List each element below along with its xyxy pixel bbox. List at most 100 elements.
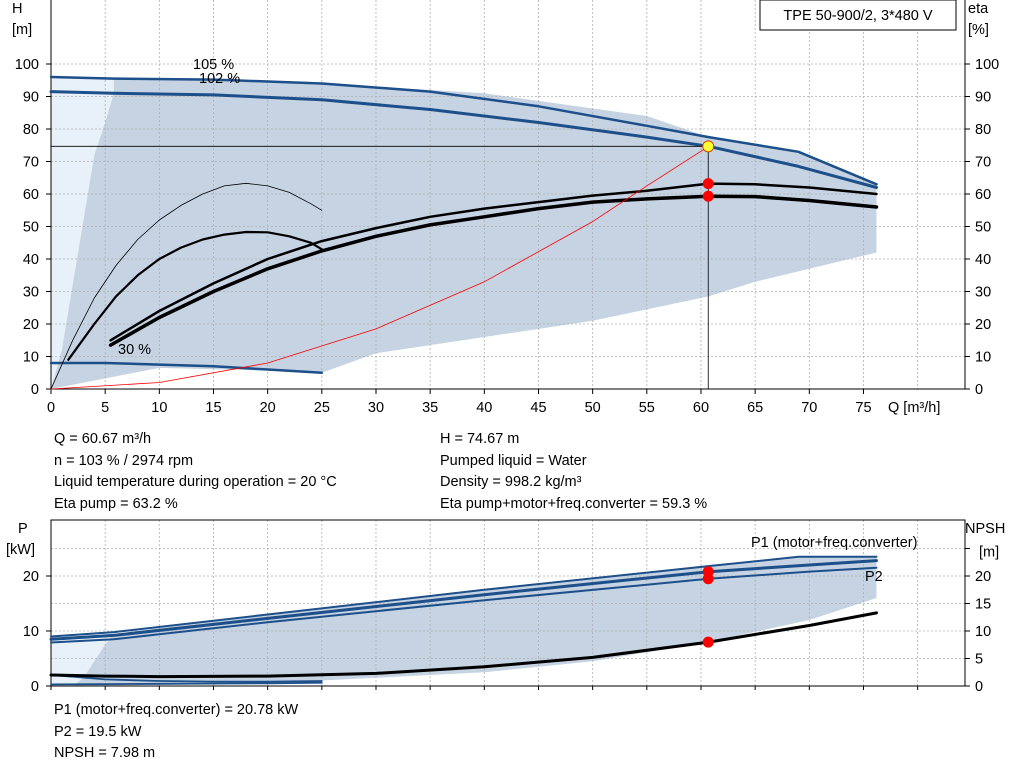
y-tick-label-right: 0 [975,679,983,695]
x-tick-label: 35 [422,400,438,416]
series-eta-pump-102- [109,182,878,342]
series-p2-102- [50,566,878,644]
curve-label-105: 105 % [193,57,234,73]
series-eta-pump-30- [50,182,323,390]
y-tick-label-right: 100 [975,57,999,73]
x-tick-label: 10 [151,400,167,416]
duty-point-npsh [702,636,714,648]
operating-area-light [51,632,114,686]
y-tick-label-right: 60 [975,187,991,203]
y-tick-label-right: 5 [975,652,983,668]
info-p2: P2 = 19.5 kW [54,723,142,740]
y-tick-label-left: 50 [23,220,39,236]
y-tick-label-right: 20 [975,569,991,585]
info-block-top-right: H = 74.67 m Pumped liquid = Water Densit… [440,429,707,515]
info-temperature: Liquid temperature during operation = 20… [54,474,337,490]
operating-area-light [51,77,114,389]
info-speed: n = 103 % / 2974 rpm [54,452,194,469]
y-tick-label-left: 0 [31,679,39,695]
y-axis-label-right: NPSH [965,521,1005,537]
power-npsh-chart: 0 10 20 0 5 10 15 20 [m] P [kW] NPSH P1 (motor+freq.… [6,519,1005,695]
y-tick-label-left: 70 [23,155,39,171]
y-axis-unit-right: [%] [968,22,989,38]
curve-label-p1: P1 (motor+freq.converter) [751,535,917,551]
curve-label-30: 30 % [118,342,151,358]
y-tick-label-right: 0 [975,382,983,398]
operating-area [72,556,877,686]
y-tick-label-left: 90 [23,90,39,106]
y-tick-label-left: 20 [23,569,39,585]
x-tick-label: 55 [639,400,655,416]
curve-label-p2: P2 [865,569,883,585]
y-axis-unit-left: [m] [12,22,32,38]
y-tick-label-right: 80 [975,122,991,138]
operating-area [51,78,877,389]
series-h-30- [49,361,324,375]
info-head: H = 74.67 m [440,431,520,447]
series-h-105- [49,75,878,186]
y-tick-label-right: 40 [975,252,991,268]
title-box [759,0,957,31]
x-tick-label: 45 [530,400,546,416]
y-axis-label-left: P [18,521,28,537]
series-h-102- [49,90,878,189]
y-axis-label-left: H [12,1,22,17]
y-tick-label-left: 0 [31,382,39,398]
duty-point-eta-total [702,190,714,202]
x-tick-label: 0 [47,400,55,416]
info-p1: P1 (motor+freq.converter) = 20.78 kW [54,702,299,718]
y-tick-label-right: 50 [975,220,991,236]
y-tick-label-left: 30 [23,285,39,301]
series-npsh [49,611,878,679]
y-tick-label-left: 10 [23,624,39,640]
series-p1-102- [49,559,878,641]
y-axis-unit-right-tick: [m] [979,545,999,561]
info-block-bottom: P1 (motor+freq.converter) = 20.78 kW P2 … [54,700,298,765]
y-tick-label-left: 60 [23,187,39,203]
x-tick-label: 50 [585,400,601,416]
series-eta-total-102- [108,194,879,347]
y-tick-label-right: 90 [975,90,991,106]
info-eta-pump: Eta pump = 63.2 % [54,495,178,512]
duty-point-p2 [702,573,714,585]
info-npsh: NPSH = 7.98 m [54,745,156,761]
y-tick-label-right: 20 [975,317,991,333]
x-tick-label: 25 [314,400,330,416]
info-eta-total: Eta pump+motor+freq.converter = 59.3 % [440,495,708,512]
y-tick-label-right: 10 [975,624,991,640]
x-tick-label: 5 [101,400,109,416]
curve-label-102: 102 % [199,71,240,87]
series-p1-30- [50,674,323,683]
info-block-top-left: Q = 60.67 m³/h n = 103 % / 2974 rpm Liqu… [54,429,337,515]
y-tick-label-right: 30 [975,285,991,301]
x-tick-label: 30 [368,400,384,416]
x-tick-label: 60 [693,400,709,416]
y-tick-label-left: 20 [23,317,39,333]
x-tick-label: 65 [747,400,763,416]
y-tick-label-left: 40 [23,252,39,268]
info-density: Density = 998.2 kg/m³ [440,474,582,490]
x-tick-label: 75 [855,400,871,416]
series-eta-total-30- [67,230,323,361]
chart-title: TPE 50-900/2, 3*480 V [783,8,932,24]
series-p1-105- [50,555,878,638]
y-axis-label-right: eta [968,1,989,17]
series-p2-30- [50,681,323,686]
y-tick-label-left: 100 [15,57,39,73]
series-system-curve [50,145,709,390]
y-axis-unit-left: [kW] [6,542,35,558]
y-tick-label-right: 70 [975,155,991,171]
x-tick-label: 20 [260,400,276,416]
x-tick-label: 15 [205,400,221,416]
info-liquid: Pumped liquid = Water [440,452,587,469]
x-tick-label: 70 [801,400,817,416]
y-tick-label-right: 15 [975,597,991,613]
y-tick-label-left: 10 [23,350,39,366]
x-axis-label: Q [m³/h] [888,400,940,416]
y-tick-label-left: 80 [23,122,39,138]
duty-point-head [702,140,715,153]
y-tick-label-right: 10 [975,350,991,366]
x-tick-label: 40 [476,400,492,416]
